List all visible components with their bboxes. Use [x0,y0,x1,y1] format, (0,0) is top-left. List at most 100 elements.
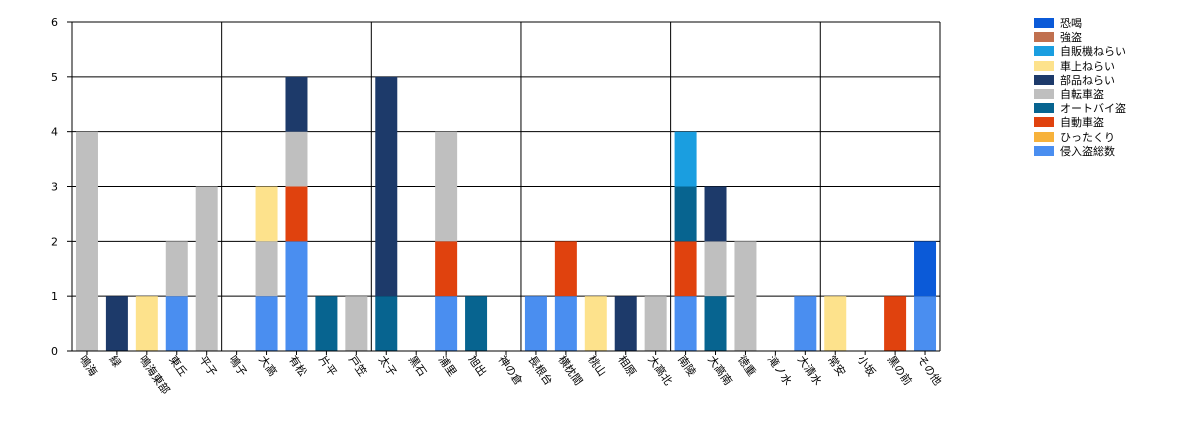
bar-segment [674,296,697,351]
bar-segment [614,296,637,351]
x-tick-label: 戸笠 [346,353,370,379]
x-tick-label: 神の倉 [496,353,526,388]
bar-segment [435,131,458,242]
bar-segment [674,241,697,297]
x-tick-label: 南陵 [675,353,698,378]
bar-segment [674,186,697,242]
bar-segment [75,131,98,351]
x-tick-label: 平子 [196,353,219,378]
legend-label: 自転車盗 [1060,88,1104,102]
bar-segment [584,296,607,351]
x-tick-label: 太子 [376,353,399,378]
x-tick-label: 片平 [316,353,339,378]
bar-segment [315,296,338,351]
bar-segment [704,186,727,242]
bar-segment [285,241,308,351]
legend-item: 恐喝 [1034,16,1126,30]
bar-segment [375,76,398,297]
bar-segment [704,241,727,297]
x-tick-label: 横枕間 [555,353,585,388]
bar-segment [704,296,727,351]
y-axis-ticks: 0 1 2 3 4 5 6 [51,16,72,358]
legend-swatch [1034,46,1054,57]
y-tick-label: 5 [51,71,58,84]
x-tick-label: 東丘 [166,353,189,378]
legend-swatch [1034,103,1054,114]
bar-segment [435,241,458,297]
bar-segment [674,131,697,187]
bar-segment [165,241,188,297]
legend-item: 侵入盗総数 [1034,144,1126,158]
bar-segment [465,296,488,351]
legend-item: 強盗 [1034,30,1126,44]
legend-item: オートバイ盗 [1034,101,1126,115]
legend-label: オートバイ盗 [1060,102,1126,116]
legend: 恐喝 強盗 自販機ねらい 車上ねらい 部品ねらい 自転車盗 オートバイ盗 自動車盗 ひったくり侵… [1034,16,1126,158]
legend-item: ひったくり [1034,130,1126,144]
legend-swatch [1034,60,1054,71]
bar-segment [644,296,667,351]
x-tick-label: 相原 [615,353,638,378]
legend-label: 恐喝 [1060,17,1082,31]
bar-segment [345,296,368,351]
legend-item: 自動車盗 [1034,115,1126,129]
legend-swatch [1034,18,1054,29]
legend-label: 強盗 [1060,31,1082,45]
legend-swatch [1034,117,1054,128]
x-tick-label: 浦里 [436,353,459,378]
legend-label: ひったくり [1060,130,1115,144]
y-tick-label: 6 [51,16,58,29]
bar-segment [914,241,937,297]
bar-segment [255,241,278,297]
y-tick-label: 4 [51,126,58,139]
x-tick-label: 鳴海 [77,353,101,379]
bar-segment [884,296,907,351]
bar-segment [435,296,458,351]
x-tick-label: 黒の前 [885,353,915,388]
bar-segment [165,296,188,351]
legend-swatch [1034,131,1054,142]
bar-segment [105,296,128,351]
bar-segment [285,131,308,187]
bar-segment [734,241,757,351]
y-tick-label: 3 [51,181,58,194]
legend-swatch [1034,74,1054,85]
bar-segment [554,296,577,351]
bar-segment [255,296,278,351]
legend-label: 車上ねらい [1060,59,1115,73]
x-tick-label: 長根台 [525,353,555,388]
x-tick-label: 緑 [106,353,124,370]
x-tick-label: 大清水 [795,353,825,388]
x-tick-label: 黒石 [406,353,429,378]
bar-segment [135,296,158,351]
x-tick-label: 桃山 [585,353,609,379]
bar-segment [824,296,847,351]
y-tick-label: 2 [51,235,58,248]
x-tick-label: 大高北 [645,353,675,388]
bar-segment [524,296,547,351]
bar-segment [554,241,577,297]
legend-swatch [1034,89,1054,100]
x-tick-label: 滝ノ水 [765,353,795,387]
x-tick-label: 鳴子 [226,353,250,379]
x-tick-label: 大高南 [705,353,735,388]
legend-item: 自販機ねらい [1034,44,1126,58]
bars [75,76,937,351]
legend-item: 部品ねらい [1034,73,1126,87]
bar-segment [195,186,218,351]
legend-label: 自販機ねらい [1060,45,1126,59]
x-tick-label: 大高 [256,353,280,379]
x-tick-label: 徳重 [735,353,759,379]
bar-segment [255,186,278,242]
bar-segment [285,76,308,132]
bar-segment [914,296,937,351]
legend-label: 自動車盗 [1060,116,1104,130]
x-tick-label: 小坂 [855,353,878,378]
legend-label: 侵入盗総数 [1060,144,1115,158]
bar-segment [375,296,398,351]
legend-item: 自転車盗 [1034,87,1126,101]
x-axis-ticks: 鳴海緑鳴海東部東丘 平子 鳴子 大高 有松 片平 戸笠 太子 黒石 浦里 旭出 神の倉 長根台 横枕間 桃山… [77,351,945,397]
legend-label: 部品ねらい [1060,73,1115,87]
x-tick-label: その他 [915,353,945,387]
